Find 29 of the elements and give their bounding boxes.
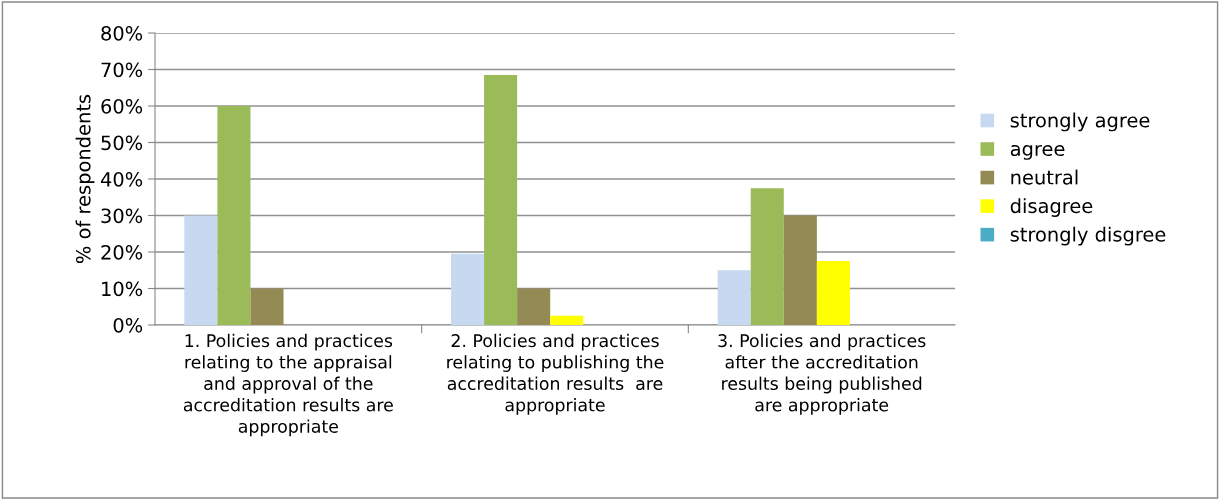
x-tick-label: 2. Policies and practices relating to publishing the accreditation results are appropriate	[447, 333, 664, 415]
bar	[750, 188, 784, 325]
x-tick-label: 1. Policies and practices relating to the appraisal and approval of the accreditation results are appropriate	[183, 333, 393, 437]
legend-label: neutral	[1011, 169, 1078, 185]
bar	[717, 270, 751, 325]
x-tick-label: 3. Policies and practices after the accreditation results being published are appropriate	[718, 333, 926, 415]
legend-label: strongly agree	[1010, 112, 1150, 132]
y-tick-label: 30%	[101, 208, 143, 224]
bar	[217, 106, 251, 325]
y-axis-title: % of respondents	[75, 94, 95, 264]
bar	[550, 315, 584, 325]
legend-label: agree	[1010, 144, 1065, 160]
y-tick-label: 50%	[101, 135, 143, 151]
legend-label: strongly disgree	[1010, 226, 1166, 246]
bar	[783, 215, 817, 325]
bar	[184, 215, 218, 325]
legend-label: disagree	[1010, 198, 1093, 217]
y-tick-label: 70%	[101, 62, 143, 78]
y-tick-label: 60%	[101, 98, 143, 114]
y-tick-label: 20%	[101, 244, 143, 260]
bar	[484, 74, 518, 325]
bar	[816, 261, 850, 325]
y-tick-label: 80%	[101, 25, 143, 41]
bar	[250, 288, 284, 325]
y-tick-label: 10%	[102, 281, 143, 297]
y-tick-label: 40%	[100, 171, 143, 187]
y-tick-label: 0%	[113, 317, 143, 333]
bar	[451, 253, 485, 325]
bar	[517, 288, 551, 325]
